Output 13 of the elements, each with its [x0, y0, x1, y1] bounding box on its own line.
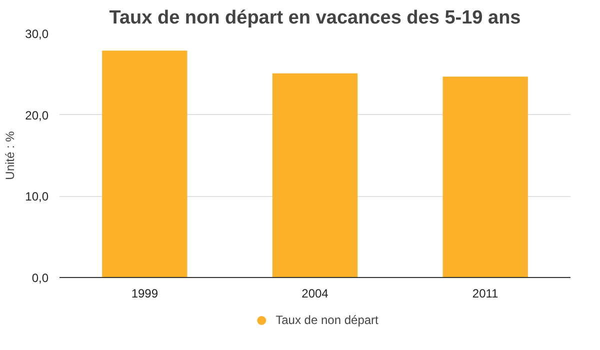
- bar: [442, 76, 528, 278]
- y-axis-title: Unité : %: [3, 130, 18, 180]
- x-tick-label: 1999: [131, 286, 158, 300]
- x-tick-label: 2004: [302, 286, 329, 300]
- y-tick-label: 0,0: [32, 271, 49, 285]
- bar: [102, 50, 188, 278]
- chart-title: Taux de non départ en vacances des 5-19 ans: [109, 8, 521, 28]
- y-tick-label: 30,0: [25, 27, 49, 41]
- bar: [272, 73, 358, 278]
- legend-label: Taux de non départ: [276, 313, 378, 327]
- y-tick-label: 10,0: [25, 190, 49, 204]
- y-tick-label: 20,0: [25, 108, 49, 122]
- x-tick-label: 2011: [472, 286, 499, 300]
